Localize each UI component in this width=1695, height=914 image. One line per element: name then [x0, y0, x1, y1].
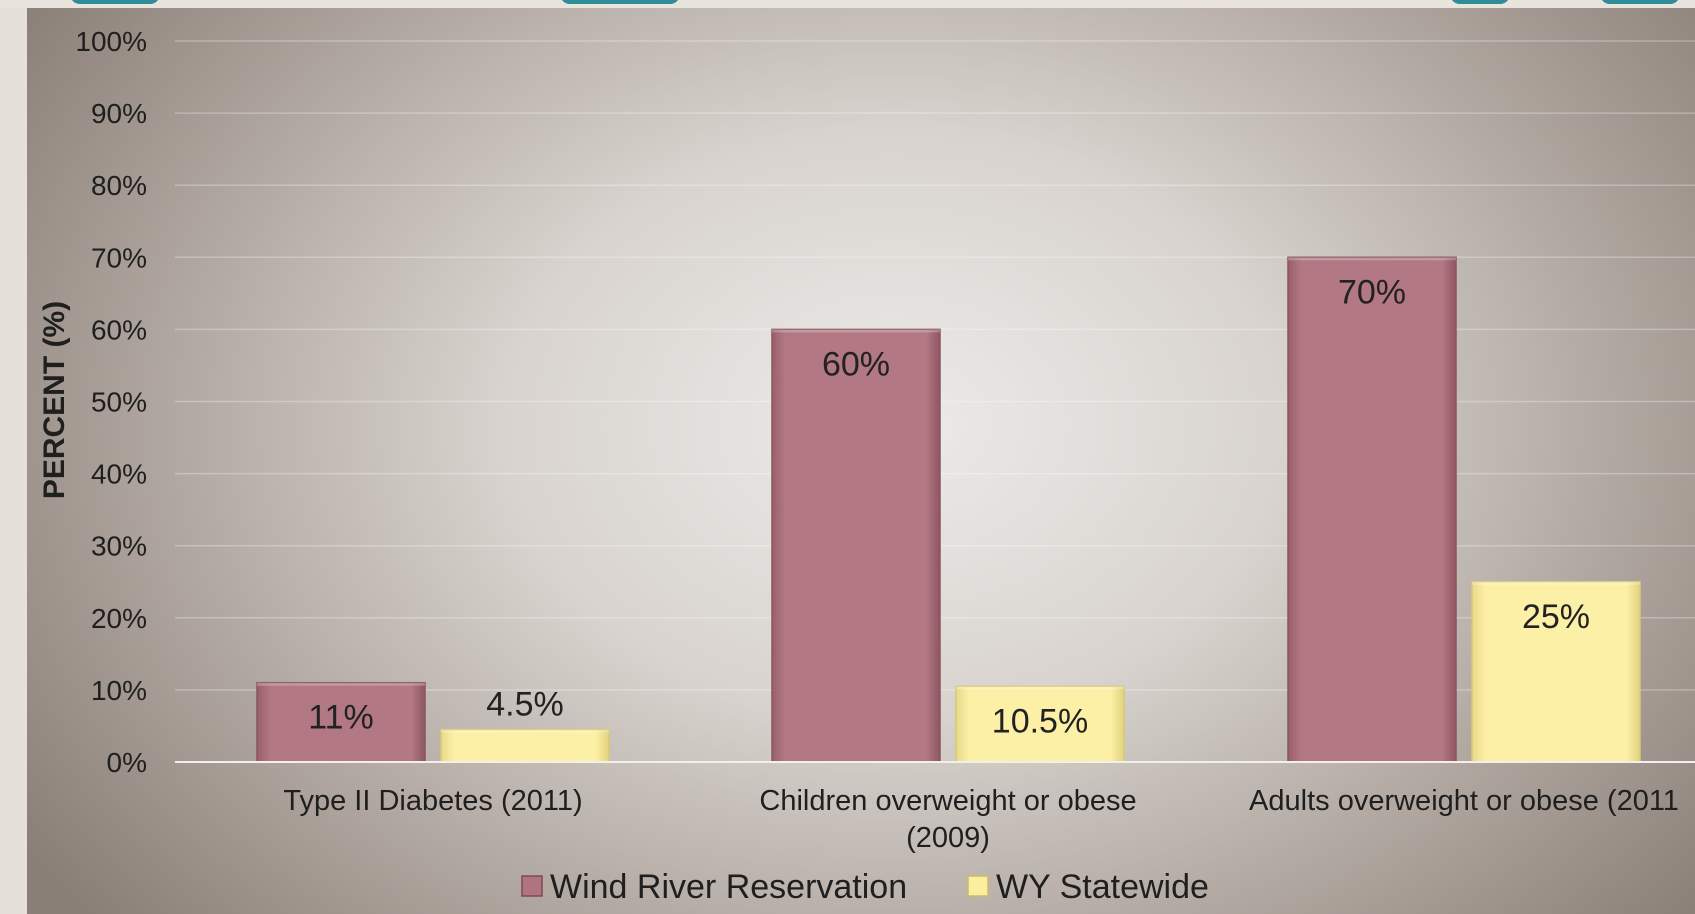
legend-swatch — [967, 875, 989, 897]
y-tick-label: 0% — [107, 747, 147, 778]
bar-highlight — [257, 682, 425, 686]
y-tick-label: 20% — [91, 603, 147, 634]
bar-highlight — [1288, 257, 1456, 261]
bars: 11% 60% 70% 4.5% 10.5% 25% — [256, 256, 1641, 763]
legend-label: WY Statewide — [996, 868, 1209, 906]
y-tick-label: 80% — [91, 170, 147, 201]
y-tick-label: 100% — [75, 26, 147, 57]
data-label: 4.5% — [486, 686, 564, 724]
data-label: 60% — [822, 345, 890, 383]
x-axis-categories: Type II Diabetes (2011) Children overweig… — [283, 785, 1679, 854]
data-label: 10.5% — [992, 702, 1088, 740]
x-category-label: Adults overweight or obese (2011 — [1249, 785, 1679, 817]
y-tick-label: 50% — [91, 387, 147, 418]
y-tick-label: 90% — [91, 98, 147, 129]
x-category-label: Type II Diabetes (2011) — [283, 785, 582, 817]
y-tick-label: 40% — [91, 459, 147, 490]
y-axis-label: PERCENT (%) — [38, 301, 71, 499]
y-axis-ticks: 0% 10% 20% 30% 40% 50% 60% 70% 80% 90% 100% — [75, 26, 147, 778]
bar-highlight — [956, 686, 1124, 690]
data-label: 70% — [1338, 273, 1406, 311]
bar-highlight — [772, 329, 940, 333]
data-label: 11% — [308, 699, 374, 737]
bar-wy-statewide-0 — [440, 728, 610, 763]
legend-swatch — [521, 875, 543, 897]
x-category-label: (2009) — [906, 822, 990, 854]
bar-wind-river-2 — [1287, 256, 1457, 763]
x-category-label: Children overweight or obese — [759, 785, 1136, 817]
bar-wind-river-1 — [771, 328, 941, 763]
bar-highlight — [1472, 581, 1640, 585]
bar-wy-statewide-1 — [955, 685, 1125, 763]
legend-label: Wind River Reservation — [550, 868, 907, 906]
y-tick-label: 60% — [91, 314, 147, 345]
data-label: 25% — [1522, 598, 1590, 636]
legend: Wind River Reservation WY Statewide — [521, 868, 1209, 906]
bar-wy-statewide-2 — [1471, 581, 1641, 763]
y-tick-label: 70% — [91, 242, 147, 273]
y-tick-label: 10% — [91, 675, 147, 706]
top-title-strip — [0, 0, 1695, 8]
bar-highlight — [441, 729, 609, 733]
y-tick-label: 30% — [91, 531, 147, 562]
bar-wind-river-0 — [256, 681, 426, 763]
